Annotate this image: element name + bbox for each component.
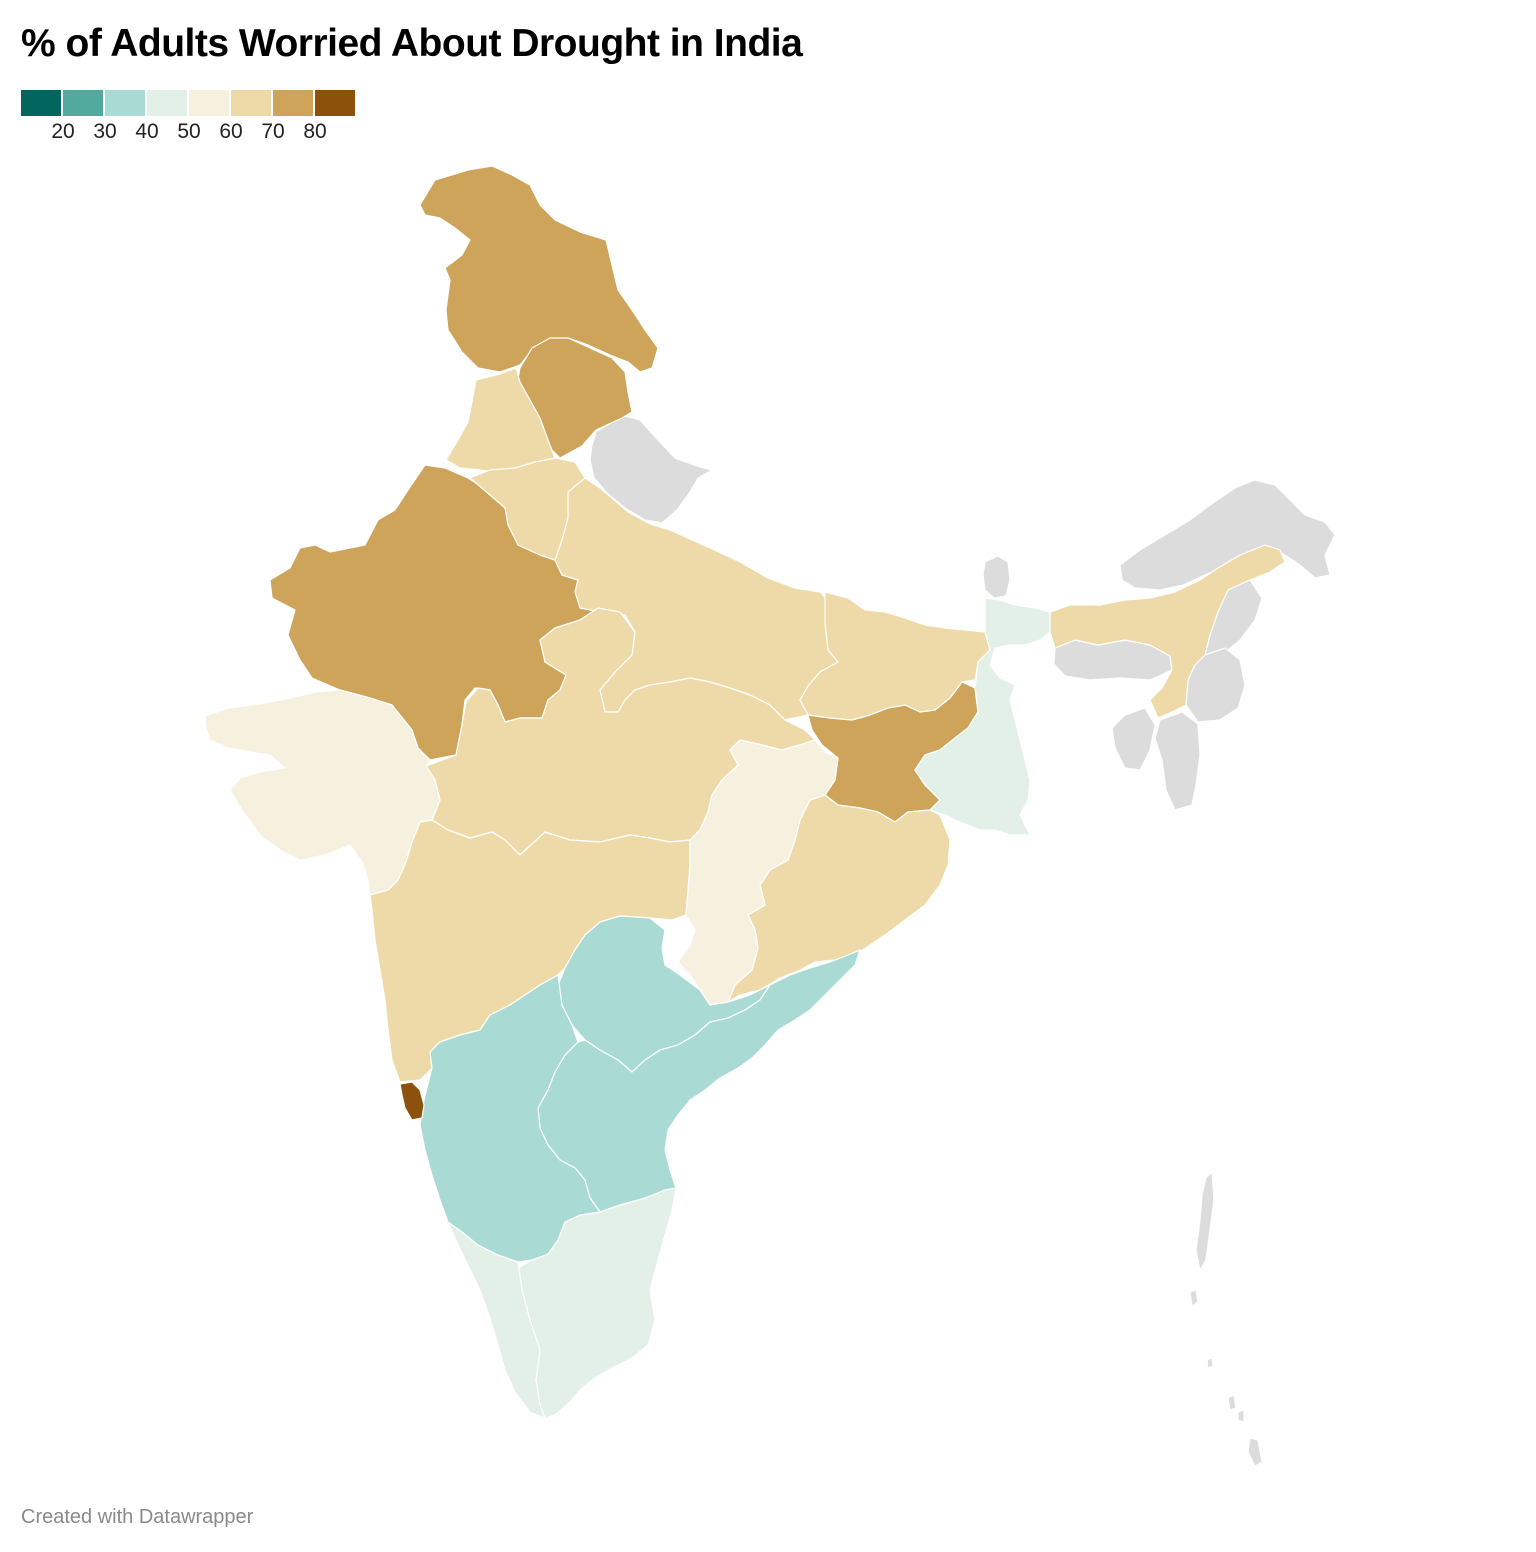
legend-swatch [21,90,61,116]
legend-tick-label: 60 [219,120,243,143]
region-uttarakhand[interactable] [589,414,713,524]
legend-tick-label: 40 [135,120,159,143]
region-karnataka[interactable] [419,974,601,1263]
region-andhra-pradesh[interactable] [537,949,861,1213]
region-bihar[interactable] [799,591,991,721]
region-mizoram[interactable] [1154,711,1201,811]
region-jammu-kashmir-ladakh[interactable] [419,165,659,373]
legend-swatch [231,90,271,116]
legend-tick-label: 20 [51,120,75,143]
legend-swatch [147,90,187,116]
legend-tick-label: 50 [177,120,201,143]
legend-swatch [315,90,355,116]
legend-ticks: 20 30 40 50 60 70 80 [21,116,357,146]
legend-tick-label: 80 [303,120,327,143]
region-assam[interactable] [1049,544,1286,719]
region-west-bengal[interactable] [914,597,1051,836]
region-nicobar-1[interactable] [1206,1357,1214,1369]
map-title: % of Adults Worried About Drought in Ind… [21,22,803,65]
region-andaman-small-1[interactable] [1189,1289,1199,1307]
region-gujarat[interactable] [204,689,441,896]
color-legend: 20 30 40 50 60 70 80 [21,90,357,146]
region-andaman-islands[interactable] [1195,1171,1215,1271]
legend-tick-label: 70 [261,120,285,143]
region-goa[interactable] [399,1081,425,1121]
region-maharashtra[interactable] [369,819,691,1083]
region-nicobar-4[interactable] [1247,1437,1263,1467]
region-nicobar-3[interactable] [1237,1409,1245,1423]
region-chhattisgarh[interactable] [677,739,839,1006]
legend-swatch [63,90,103,116]
region-tripura[interactable] [1111,707,1156,771]
region-nicobar-2[interactable] [1227,1394,1237,1411]
region-arunachal-pradesh[interactable] [1119,479,1336,591]
legend-swatch [273,90,313,116]
legend-swatch [189,90,229,116]
legend-swatch [105,90,145,116]
footer-credit: Created with Datawrapper [21,1506,254,1528]
legend-tick-label: 30 [93,120,117,143]
legend-swatches [21,90,357,116]
region-sikkim[interactable] [982,555,1011,599]
